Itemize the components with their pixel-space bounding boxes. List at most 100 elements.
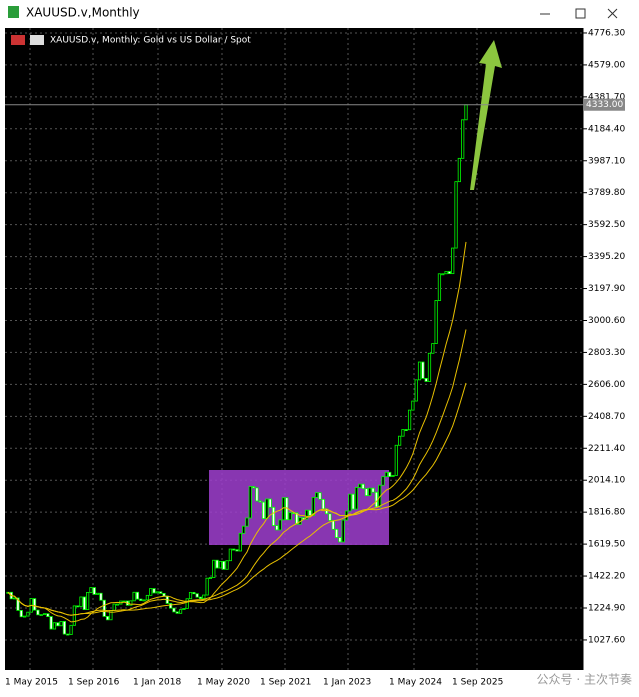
candle	[381, 476, 385, 486]
candle	[115, 603, 120, 606]
candle	[398, 435, 402, 446]
candle	[238, 532, 242, 552]
candle	[371, 487, 375, 493]
candle	[195, 593, 199, 598]
candle	[182, 608, 186, 611]
candle	[208, 577, 213, 579]
candle	[225, 560, 229, 570]
candle	[139, 598, 143, 601]
candle	[82, 596, 86, 611]
candle	[444, 271, 448, 275]
candle	[358, 483, 362, 488]
candle	[162, 593, 166, 597]
candle	[72, 605, 76, 626]
candle	[431, 343, 435, 354]
candle	[89, 587, 93, 593]
candle	[268, 498, 272, 508]
candle	[49, 616, 53, 630]
candle	[142, 599, 146, 602]
candle	[16, 597, 20, 611]
candle	[255, 487, 259, 502]
candle	[447, 271, 452, 275]
candle	[175, 611, 179, 614]
y-tick-label: 4776.30	[588, 28, 625, 38]
y-tick-label: 4579.00	[588, 60, 625, 70]
x-tick-label: 1 May 2015	[5, 678, 58, 688]
candle	[22, 615, 27, 618]
candle	[46, 613, 50, 617]
candle	[218, 560, 223, 569]
candle	[13, 597, 17, 600]
candle	[245, 517, 249, 527]
close-button[interactable]	[607, 8, 618, 19]
app-icon	[8, 6, 19, 18]
candle	[155, 591, 159, 594]
candle	[79, 596, 83, 607]
x-tick-label: 1 Sep 2025	[452, 678, 503, 688]
candle	[248, 486, 252, 519]
candle	[242, 525, 246, 534]
candle	[62, 621, 67, 635]
title-bar	[0, 0, 639, 26]
candle	[42, 613, 47, 616]
y-tick-label: 1027.60	[588, 635, 625, 645]
candle	[129, 600, 133, 606]
candle	[414, 379, 418, 402]
y-tick-label: 3592.50	[588, 220, 625, 230]
candle	[437, 273, 442, 301]
x-tick-label: 1 May 2024	[389, 678, 442, 688]
candle	[417, 361, 422, 381]
candle	[32, 598, 37, 611]
candle	[36, 609, 40, 616]
candle	[441, 273, 445, 276]
y-tick-label: 3395.20	[588, 252, 625, 262]
candle	[172, 607, 176, 613]
x-tick-label: 1 Jan 2023	[323, 678, 371, 688]
price-label-box	[584, 98, 625, 111]
maximize-button[interactable]	[575, 8, 586, 19]
candle	[351, 493, 355, 510]
y-tick-label: 2606.00	[588, 380, 625, 390]
candle	[235, 549, 239, 552]
candle	[404, 429, 408, 431]
candle	[391, 474, 395, 477]
candle	[52, 622, 57, 630]
candle	[411, 400, 415, 411]
candle	[105, 616, 110, 621]
candle	[341, 519, 345, 543]
candle	[295, 512, 299, 525]
y-tick-label: 3197.90	[588, 284, 625, 294]
candle	[348, 493, 352, 512]
candle	[338, 537, 342, 543]
x-tick-label: 1 Jan 2018	[133, 678, 181, 688]
candle	[96, 592, 100, 595]
y-tick-label: 3000.60	[588, 316, 625, 326]
candle	[39, 614, 43, 617]
candle	[364, 488, 369, 497]
trend-arrow	[470, 40, 502, 190]
candle	[308, 509, 312, 516]
candle	[421, 361, 425, 379]
moving-average	[7, 382, 467, 616]
candle	[461, 119, 465, 159]
candle	[394, 444, 398, 476]
y-tick-label: 2803.30	[588, 348, 625, 358]
candle	[149, 588, 153, 596]
candle	[451, 247, 455, 275]
y-tick-label: 1224.90	[588, 604, 625, 614]
candle	[92, 587, 96, 595]
candle	[354, 487, 359, 510]
candle	[198, 596, 203, 599]
y-tick-label: 3789.80	[588, 188, 625, 198]
candle	[427, 352, 432, 382]
candle	[288, 512, 292, 521]
range-box	[209, 470, 389, 545]
candle	[212, 559, 216, 578]
candle	[278, 519, 282, 531]
candle	[215, 559, 219, 569]
candle	[66, 633, 70, 636]
candle	[321, 498, 325, 510]
y-tick-label: 1816.80	[588, 508, 625, 518]
y-tick-label: 1422.20	[588, 572, 625, 582]
